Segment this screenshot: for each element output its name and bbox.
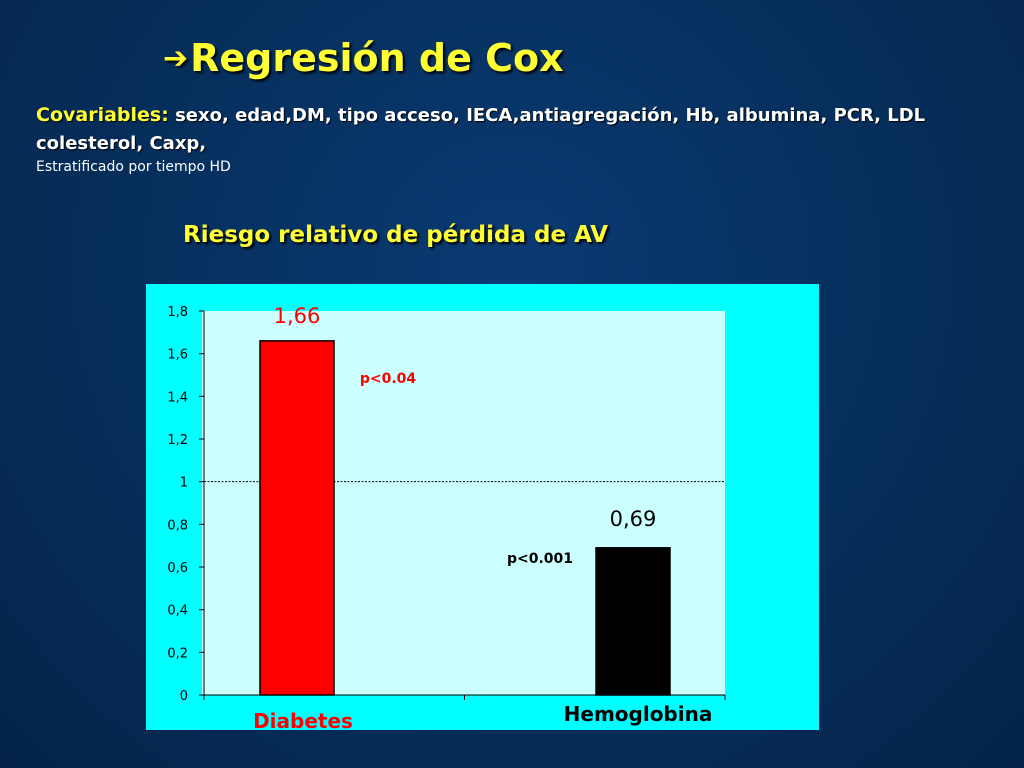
y-tick-label: 1,4 [167, 390, 188, 405]
bar-diabetes [259, 340, 335, 696]
value-label-diabetes: 1,66 [274, 304, 321, 328]
y-tick-label: 0,4 [167, 604, 188, 619]
slide-title: ➔Regresión de Cox [163, 36, 564, 80]
value-label-hemoglobina: 0,69 [610, 507, 657, 531]
stratified-note: Estratificado por tiempo HD [36, 159, 231, 175]
chart-svg: 0 0,2 0,4 0,6 0,8 1 1,2 1,4 1,6 1,8 1,66 p<0.04 Diab… [146, 284, 819, 730]
bar-hemoglobina [595, 547, 671, 696]
slide-title-text: Regresión de Cox [190, 36, 564, 80]
arrow-icon: ➔ [163, 41, 189, 76]
y-tick-label: 0,8 [167, 518, 188, 533]
p-value-hemoglobina: p<0.001 [507, 551, 573, 567]
y-tick-label: 1,2 [167, 433, 188, 448]
p-value-diabetes: p<0.04 [360, 371, 417, 387]
chart: 0 0,2 0,4 0,6 0,8 1 1,2 1,4 1,6 1,8 1,66 p<0.04 Diab… [146, 284, 819, 730]
category-label-diabetes: Diabetes [253, 709, 353, 730]
covariates-label: Covariables: [36, 104, 169, 126]
y-tick-label: 0 [180, 689, 188, 704]
y-tick-label: 0,2 [167, 646, 188, 661]
y-tick-label: 1,6 [167, 348, 188, 363]
y-tick-label: 1 [180, 476, 188, 491]
covariates-text: Covariables: sexo, edad,DM, tipo acceso,… [36, 101, 1006, 158]
chart-heading: Riesgo relativo de pérdida de AV [183, 222, 609, 248]
covariates-list: sexo, edad,DM, tipo acceso, IECA,antiagr… [36, 105, 926, 154]
category-label-hemoglobina: Hemoglobina [564, 702, 713, 726]
y-tick-label: 0,6 [167, 561, 188, 576]
y-tick-label: 1,8 [167, 305, 188, 320]
